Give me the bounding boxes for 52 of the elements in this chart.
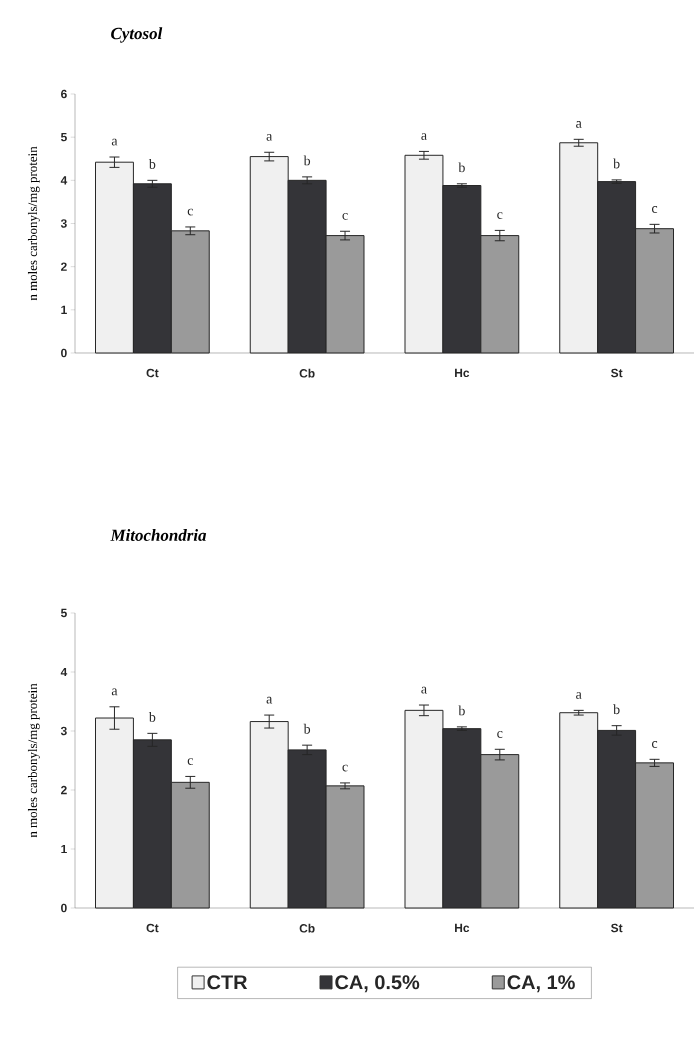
y-tick-label: 3	[60, 726, 67, 736]
y-axis-title: n moles carbonyls/mg protein	[27, 683, 40, 838]
annotation: b	[458, 705, 465, 716]
annotation: a	[421, 133, 427, 140]
y-tick-label: 1	[61, 844, 67, 854]
annotation: b	[303, 155, 311, 166]
y-tick-label: 2	[61, 262, 67, 271]
y-tick-label: 3	[60, 219, 67, 228]
annotation: b	[303, 723, 311, 734]
annotation: b	[613, 704, 620, 715]
legend-label: CTR	[207, 975, 248, 990]
annotation: a	[111, 138, 118, 146]
annotation: a	[421, 686, 427, 694]
y-tick-label: 1	[61, 305, 67, 314]
annotation: c	[651, 741, 658, 748]
y-tick-label: 5	[60, 133, 67, 142]
annotation: b	[148, 712, 156, 722]
legend-label: CA, 0.5%	[335, 975, 420, 993]
annotation: c	[342, 213, 348, 220]
annotation: c	[497, 731, 503, 738]
annotation: a	[266, 134, 273, 141]
y-tick-label: 4	[60, 176, 68, 185]
x-tick-label: St	[611, 923, 623, 933]
x-tick-label: Cb	[299, 923, 315, 933]
annotation: c	[187, 208, 193, 216]
annotation: c	[497, 212, 503, 219]
x-tick-label: Ct	[146, 923, 159, 933]
x-tick-label: St	[611, 368, 623, 378]
chart-title: Mitochondria	[110, 529, 207, 541]
y-tick-label: 6	[61, 89, 67, 99]
annotation: b	[613, 158, 620, 169]
y-tick-label: 0	[61, 348, 67, 358]
annotation: a	[576, 121, 582, 128]
x-tick-label: Ct	[146, 368, 159, 378]
legend-label: CA, 1%	[507, 975, 575, 993]
y-tick-label: 0	[61, 903, 67, 913]
annotation: a	[111, 688, 118, 696]
annotation: c	[187, 758, 193, 765]
x-tick-label: Cb	[299, 368, 315, 378]
annotation: c	[342, 764, 348, 772]
x-tick-label: Hc	[455, 368, 470, 378]
chart-title: Cytosol	[111, 27, 163, 43]
annotation: b	[458, 162, 465, 173]
y-axis-title: n moles carbonyls/mg protein	[27, 146, 40, 301]
y-tick-label: 4	[60, 667, 68, 677]
annotation: c	[651, 206, 658, 213]
y-tick-label: 5	[60, 608, 67, 618]
x-tick-label: Hc	[455, 923, 470, 933]
annotation: a	[576, 692, 582, 699]
annotation: b	[148, 158, 156, 169]
y-tick-label: 2	[61, 785, 67, 795]
annotation: a	[266, 696, 273, 704]
